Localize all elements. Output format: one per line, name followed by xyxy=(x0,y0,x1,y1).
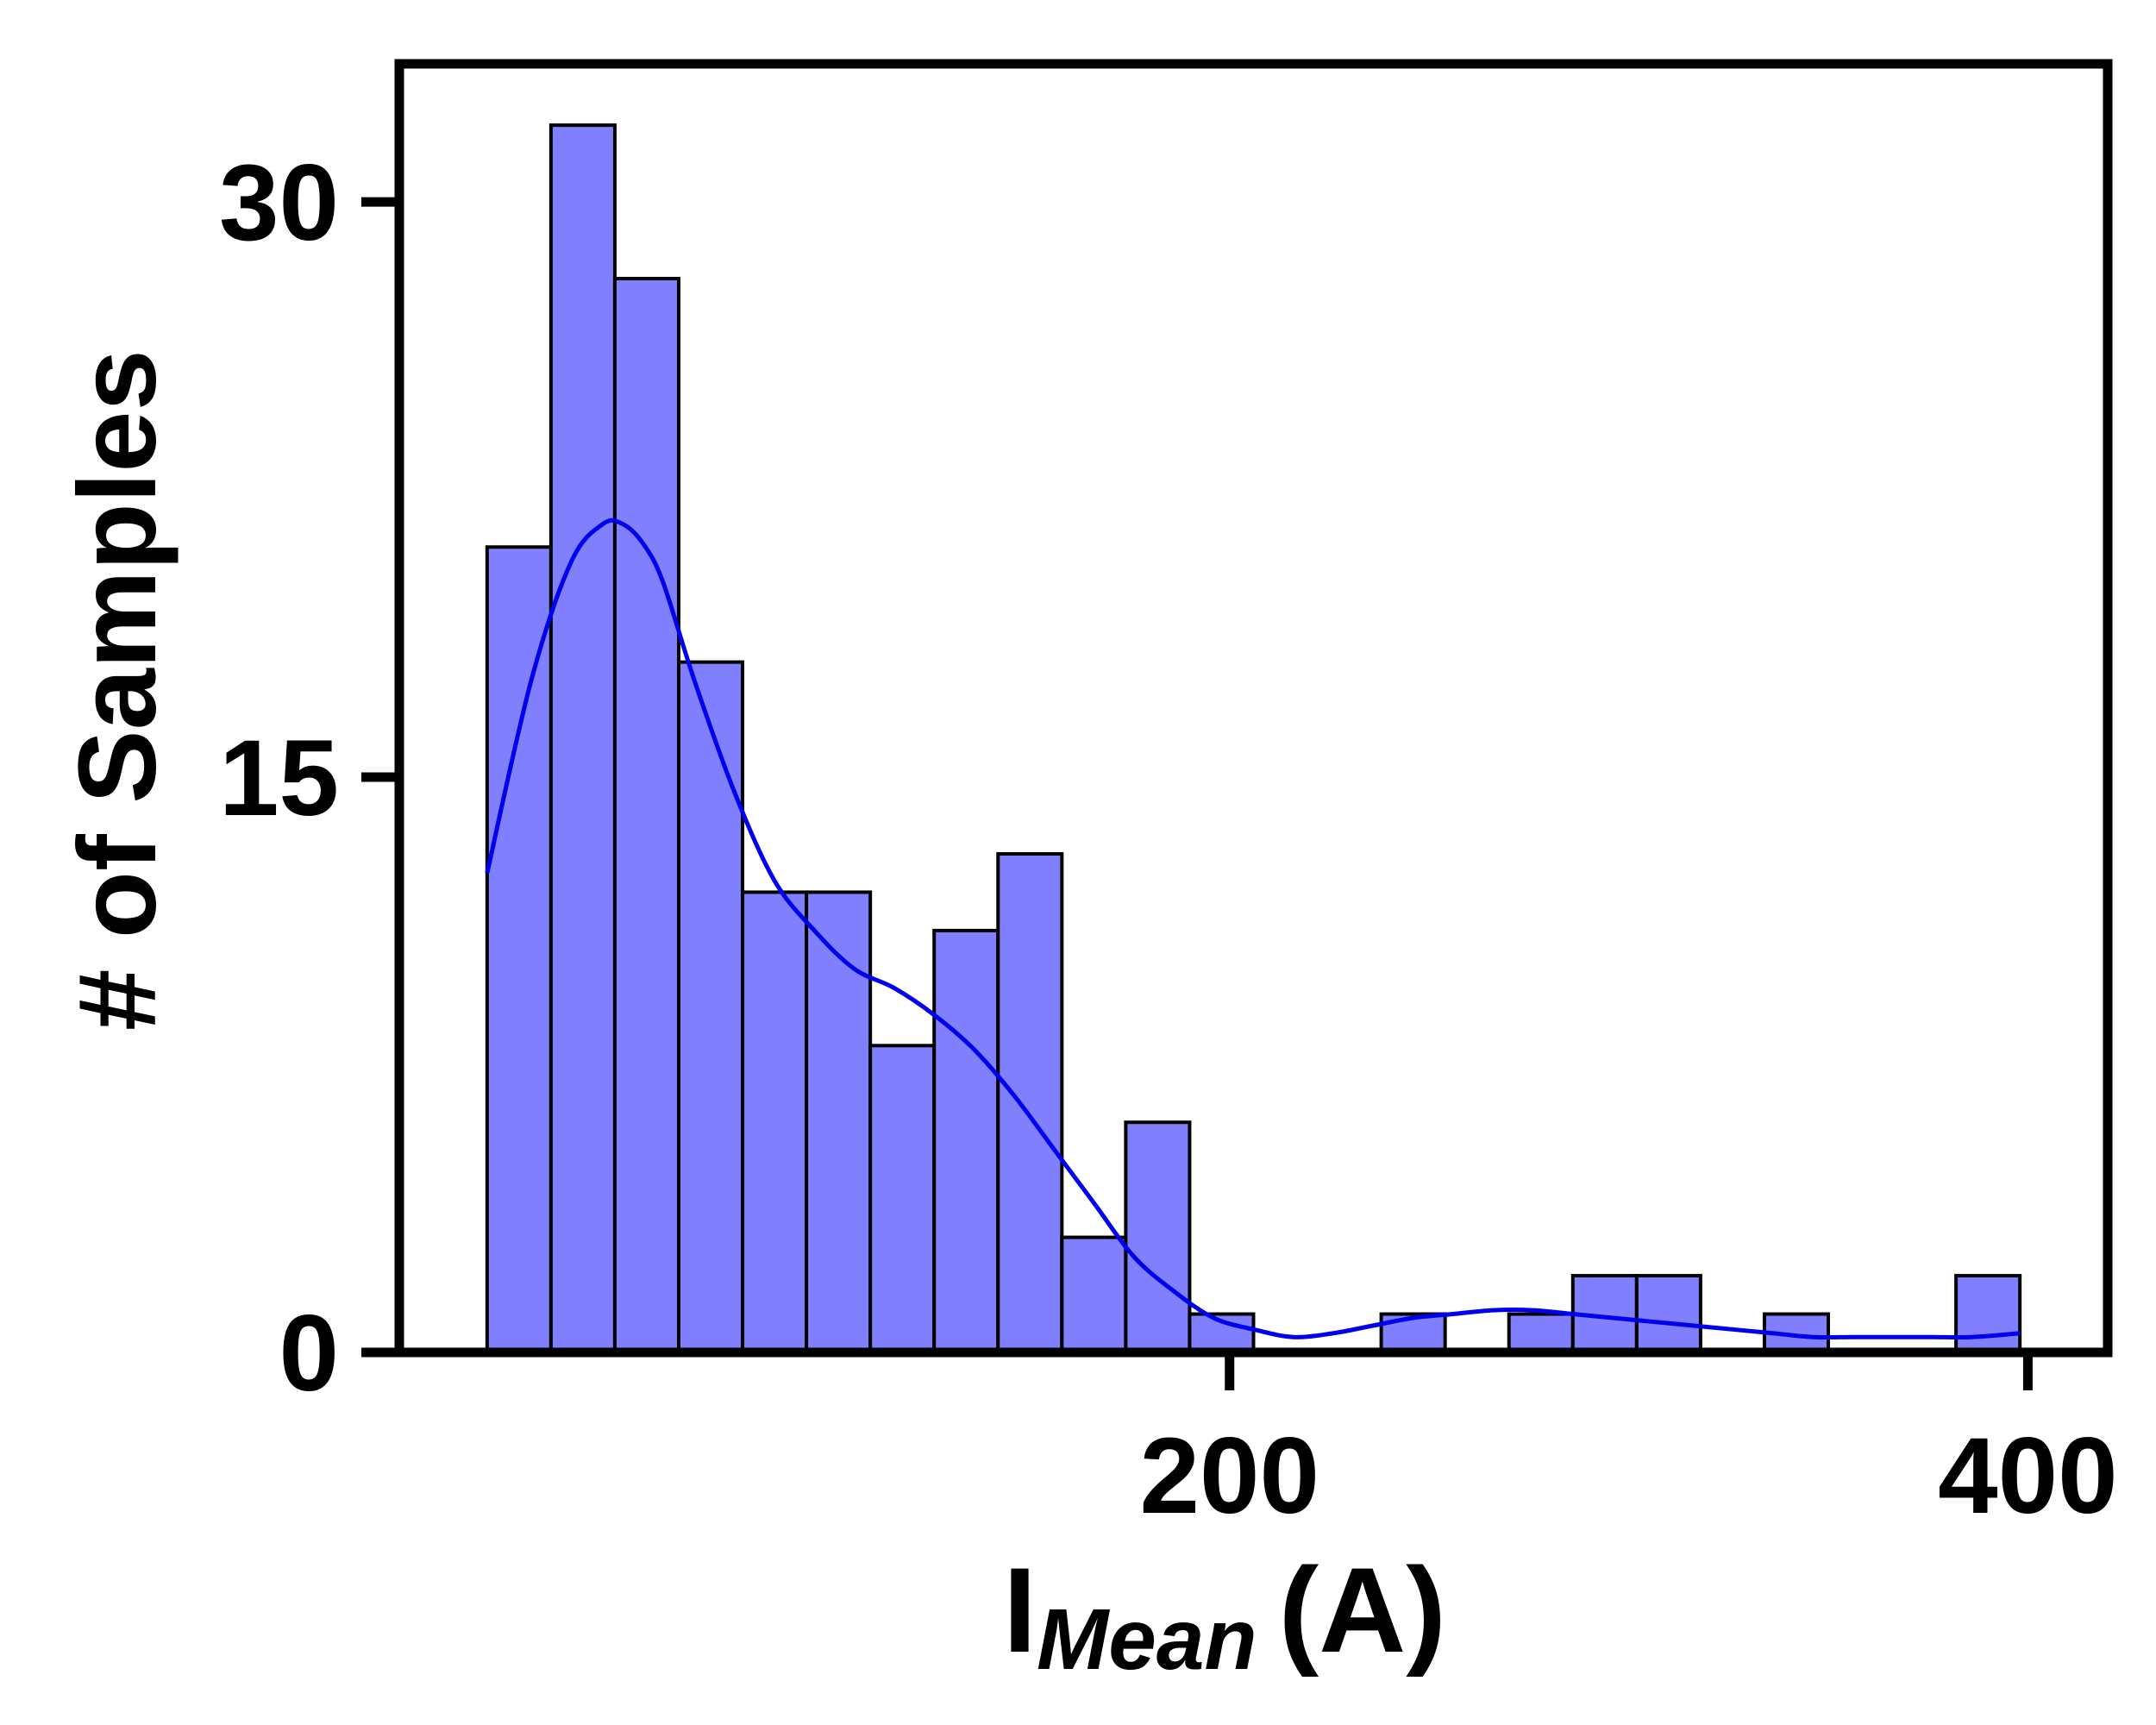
histogram-bar xyxy=(1060,1235,1128,1355)
histogram-bar xyxy=(932,928,1000,1354)
y-tick-label: 15 xyxy=(219,718,339,838)
histogram-bars xyxy=(485,123,2022,1355)
kde-curve xyxy=(485,518,2021,1340)
x-tick-label: 200 xyxy=(1139,1416,1319,1536)
x-axis-title-subscript: Mean xyxy=(1037,1591,1257,1688)
histogram-bar xyxy=(1954,1274,2022,1354)
histogram-bar xyxy=(741,890,809,1354)
y-axis-ticks: 0 15 30 xyxy=(219,143,399,1414)
histogram-bar xyxy=(1634,1274,1702,1354)
histogram-bar xyxy=(676,660,745,1354)
histogram-bar xyxy=(996,851,1064,1354)
x-axis-ticks: 200 400 xyxy=(1139,1352,2118,1536)
x-axis-title: IMean (A) xyxy=(1003,1542,1446,1688)
x-axis-title-unit: (A) xyxy=(1279,1542,1446,1678)
histogram-bar xyxy=(485,545,553,1354)
histogram-bar xyxy=(805,890,873,1354)
plot-frame xyxy=(394,59,2113,1358)
y-axis-title: # of Samples xyxy=(56,349,179,1031)
histogram-bar xyxy=(1124,1120,1192,1354)
histogram-bar xyxy=(868,1044,937,1355)
y-tick-label: 0 xyxy=(279,1294,339,1414)
x-axis-title-main: I xyxy=(1003,1542,1037,1678)
histogram-bar xyxy=(1507,1312,1575,1355)
y-tick-label: 30 xyxy=(219,143,339,263)
x-tick-label: 400 xyxy=(1938,1416,2118,1536)
histogram-bar xyxy=(612,277,680,1354)
histogram-bar xyxy=(548,123,617,1355)
